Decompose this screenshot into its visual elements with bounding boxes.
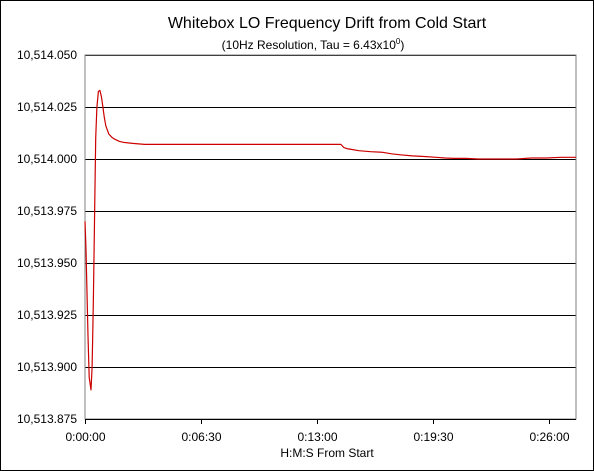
x-tick-label: 0:00:00 [65,430,105,444]
y-tick-label: 10,514.050 [17,48,77,62]
x-axis: 0:00:00 0:06:30 0:13:00 0:19:30 0:26:00 [65,419,576,444]
x-tick-label: 0:06:30 [181,430,221,444]
plot-background [85,55,576,419]
x-tick-label: 0:13:00 [297,430,337,444]
y-tick-label: 10,513.925 [17,308,77,322]
y-tick-labels: 10,514.050 10,514.025 10,514.000 10,513.975… [17,48,77,426]
series-group [84,89,576,391]
y-tick-label: 10,514.000 [17,152,77,166]
x-tick-label: 0:19:30 [413,430,453,444]
x-tick-label: 0:26:00 [529,430,569,444]
chart-subtitle: (10Hz Resolution, Tau = 6.43x100) [222,37,405,52]
y-tick-label: 10,514.025 [17,100,77,114]
y-tick-label: 10,513.900 [17,360,77,374]
series-line [84,89,576,391]
subtitle-main: (10Hz Resolution, Tau = 6.43x10 [222,38,397,52]
y-tick-label: 10,513.975 [17,204,77,218]
y-tick-label: 10,513.950 [17,256,77,270]
subtitle-end: ) [400,38,404,52]
x-axis-label: H:M:S From Start [280,446,374,460]
subtitle-exponent: 0 [396,37,401,46]
y-tick-label: 10,513.875 [17,412,77,426]
gridlines [85,55,576,420]
chart-title: Whitebox LO Frequency Drift from Cold St… [168,15,487,32]
